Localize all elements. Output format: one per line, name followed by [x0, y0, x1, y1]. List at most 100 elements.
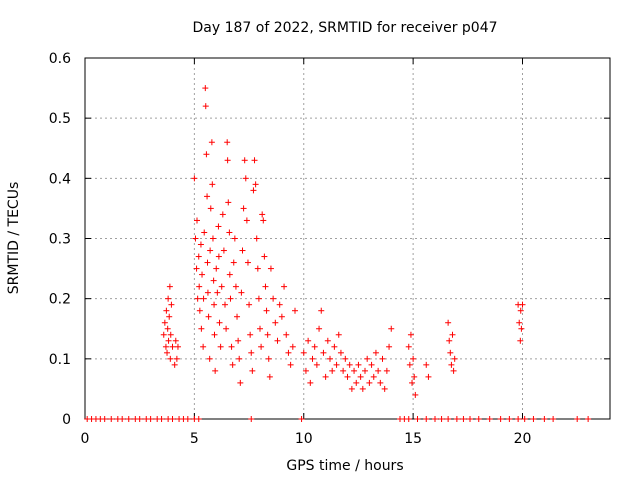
- x-axis-label: GPS time / hours: [286, 458, 403, 474]
- data-point: [242, 175, 249, 182]
- data-point: [261, 253, 268, 260]
- data-point: [412, 391, 419, 398]
- data-point: [283, 331, 290, 338]
- data-point: [220, 247, 227, 254]
- data-point: [518, 325, 525, 332]
- data-point: [252, 181, 259, 188]
- data-point: [212, 367, 219, 374]
- data-point: [226, 229, 233, 236]
- data-point: [207, 247, 214, 254]
- data-point: [226, 271, 233, 278]
- data-point: [207, 205, 214, 212]
- data-point: [375, 367, 382, 374]
- data-point: [340, 367, 347, 374]
- x-tick-label: 0: [81, 431, 90, 447]
- data-point: [486, 416, 493, 422]
- data-point: [313, 361, 320, 368]
- data-point: [184, 416, 191, 422]
- data-point: [246, 301, 253, 308]
- x-tick-label: 15: [404, 431, 422, 447]
- data-point: [235, 337, 242, 344]
- data-point: [166, 283, 173, 290]
- data-point: [318, 307, 325, 314]
- data-point: [169, 343, 176, 350]
- data-point: [204, 259, 211, 266]
- data-point: [446, 337, 453, 344]
- data-point: [201, 229, 208, 236]
- data-point: [274, 337, 281, 344]
- data-point: [204, 289, 211, 296]
- data-point: [202, 85, 209, 92]
- data-point: [316, 325, 323, 332]
- data-point: [215, 223, 222, 230]
- data-point: [432, 416, 438, 422]
- data-point: [258, 343, 265, 350]
- data-point: [164, 349, 171, 356]
- data-point: [445, 416, 452, 422]
- data-point: [260, 217, 267, 224]
- data-point: [254, 265, 261, 272]
- data-point: [251, 157, 258, 164]
- data-point: [166, 313, 173, 320]
- data-point: [199, 271, 206, 278]
- data-point: [530, 416, 537, 422]
- data-point: [237, 379, 244, 386]
- data-point: [165, 295, 172, 302]
- data-point: [229, 361, 236, 368]
- y-axis-label: SRMTID / TECUs: [6, 182, 22, 295]
- data-point: [200, 295, 207, 302]
- data-point: [174, 343, 181, 350]
- chart-title: Day 187 of 2022, SRMTID for receiver p04…: [192, 20, 497, 36]
- data-point: [222, 301, 228, 308]
- y-tick-label: 0.1: [49, 352, 71, 368]
- data-point: [210, 277, 217, 284]
- data-point: [198, 325, 205, 332]
- data-point: [147, 416, 154, 422]
- data-point: [211, 301, 218, 308]
- data-point: [451, 355, 458, 362]
- data-point: [250, 187, 257, 194]
- data-point: [255, 295, 262, 302]
- data-point: [240, 205, 247, 212]
- y-tick-label: 0.5: [49, 111, 71, 127]
- data-point: [272, 319, 279, 326]
- x-tick-label: 5: [190, 431, 199, 447]
- data-point: [243, 217, 250, 224]
- data-point: [346, 361, 353, 368]
- data-point: [209, 181, 216, 188]
- data-point: [302, 367, 309, 374]
- data-point: [423, 416, 430, 422]
- data-point: [236, 355, 243, 362]
- data-point: [355, 361, 362, 368]
- data-point: [169, 416, 176, 422]
- data-point: [521, 416, 528, 422]
- data-point: [218, 283, 225, 290]
- data-point: [292, 307, 298, 314]
- data-point: [353, 379, 360, 386]
- data-point: [266, 373, 273, 380]
- data-point: [191, 175, 198, 182]
- data-point: [383, 367, 390, 374]
- data-point: [305, 337, 312, 344]
- data-point: [194, 295, 201, 302]
- data-point: [405, 416, 412, 422]
- data-point: [195, 416, 202, 422]
- data-point: [517, 337, 524, 344]
- data-point: [327, 355, 333, 362]
- data-point: [450, 367, 457, 374]
- data-point: [211, 331, 218, 338]
- data-point: [324, 337, 331, 344]
- data-point: [351, 367, 358, 374]
- data-point: [337, 349, 344, 356]
- data-point: [257, 325, 263, 332]
- data-point: [460, 416, 467, 422]
- data-point: [172, 337, 179, 344]
- data-point: [449, 331, 456, 338]
- data-point: [372, 349, 379, 356]
- data-point: [125, 416, 132, 422]
- data-point: [331, 343, 338, 350]
- data-point: [205, 313, 212, 320]
- data-point: [167, 355, 174, 362]
- data-point: [333, 361, 340, 368]
